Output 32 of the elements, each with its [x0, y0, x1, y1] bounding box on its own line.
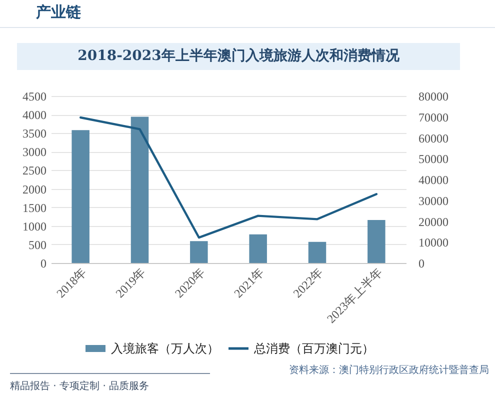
bar — [249, 234, 267, 263]
bar — [130, 116, 149, 263]
y2-tick-label: 0 — [418, 256, 424, 270]
y2-tick-label: 40000 — [418, 173, 448, 187]
y-tick-label: 500 — [28, 238, 46, 252]
y-tick-label: 1500 — [22, 200, 46, 215]
chart-title: 2018-2023年上半年澳门入境旅游人次和消费情况 — [17, 43, 460, 70]
y-tick-label: 3500 — [22, 126, 46, 141]
text: 资料来源：澳门特别行政区政府统计暨普查局 — [289, 364, 489, 377]
y2-tick-label: 80000 — [418, 90, 448, 104]
y-tick-label: 0 — [40, 256, 46, 270]
y2-tick-label: 70000 — [418, 110, 448, 124]
legend-label: 入境旅客（万人次） — [111, 342, 219, 356]
text: 产业链 — [36, 3, 81, 22]
bar — [308, 242, 326, 263]
y2-tick-label: 60000 — [418, 131, 448, 146]
y-tick-label: 3000 — [22, 145, 46, 160]
bar — [72, 130, 90, 263]
y2-tick-label: 20000 — [418, 214, 448, 229]
bar — [190, 241, 208, 263]
y2-tick-label: 30000 — [418, 194, 448, 208]
y2-tick-label: 50000 — [418, 152, 448, 166]
bar — [368, 220, 386, 263]
text: 精品报告 · 专项定制 · 品质服务 — [10, 380, 150, 393]
y-tick-label: 4000 — [22, 108, 46, 122]
line-series — [79, 116, 378, 239]
y-tick-label: 4500 — [22, 90, 46, 104]
y-tick-label: 1000 — [22, 219, 46, 234]
y-tick-label: 2000 — [22, 182, 46, 196]
y-tick-label: 2500 — [22, 164, 46, 178]
y2-tick-label: 10000 — [418, 236, 448, 250]
legend-label: 总消费（百万澳门元） — [253, 342, 374, 356]
